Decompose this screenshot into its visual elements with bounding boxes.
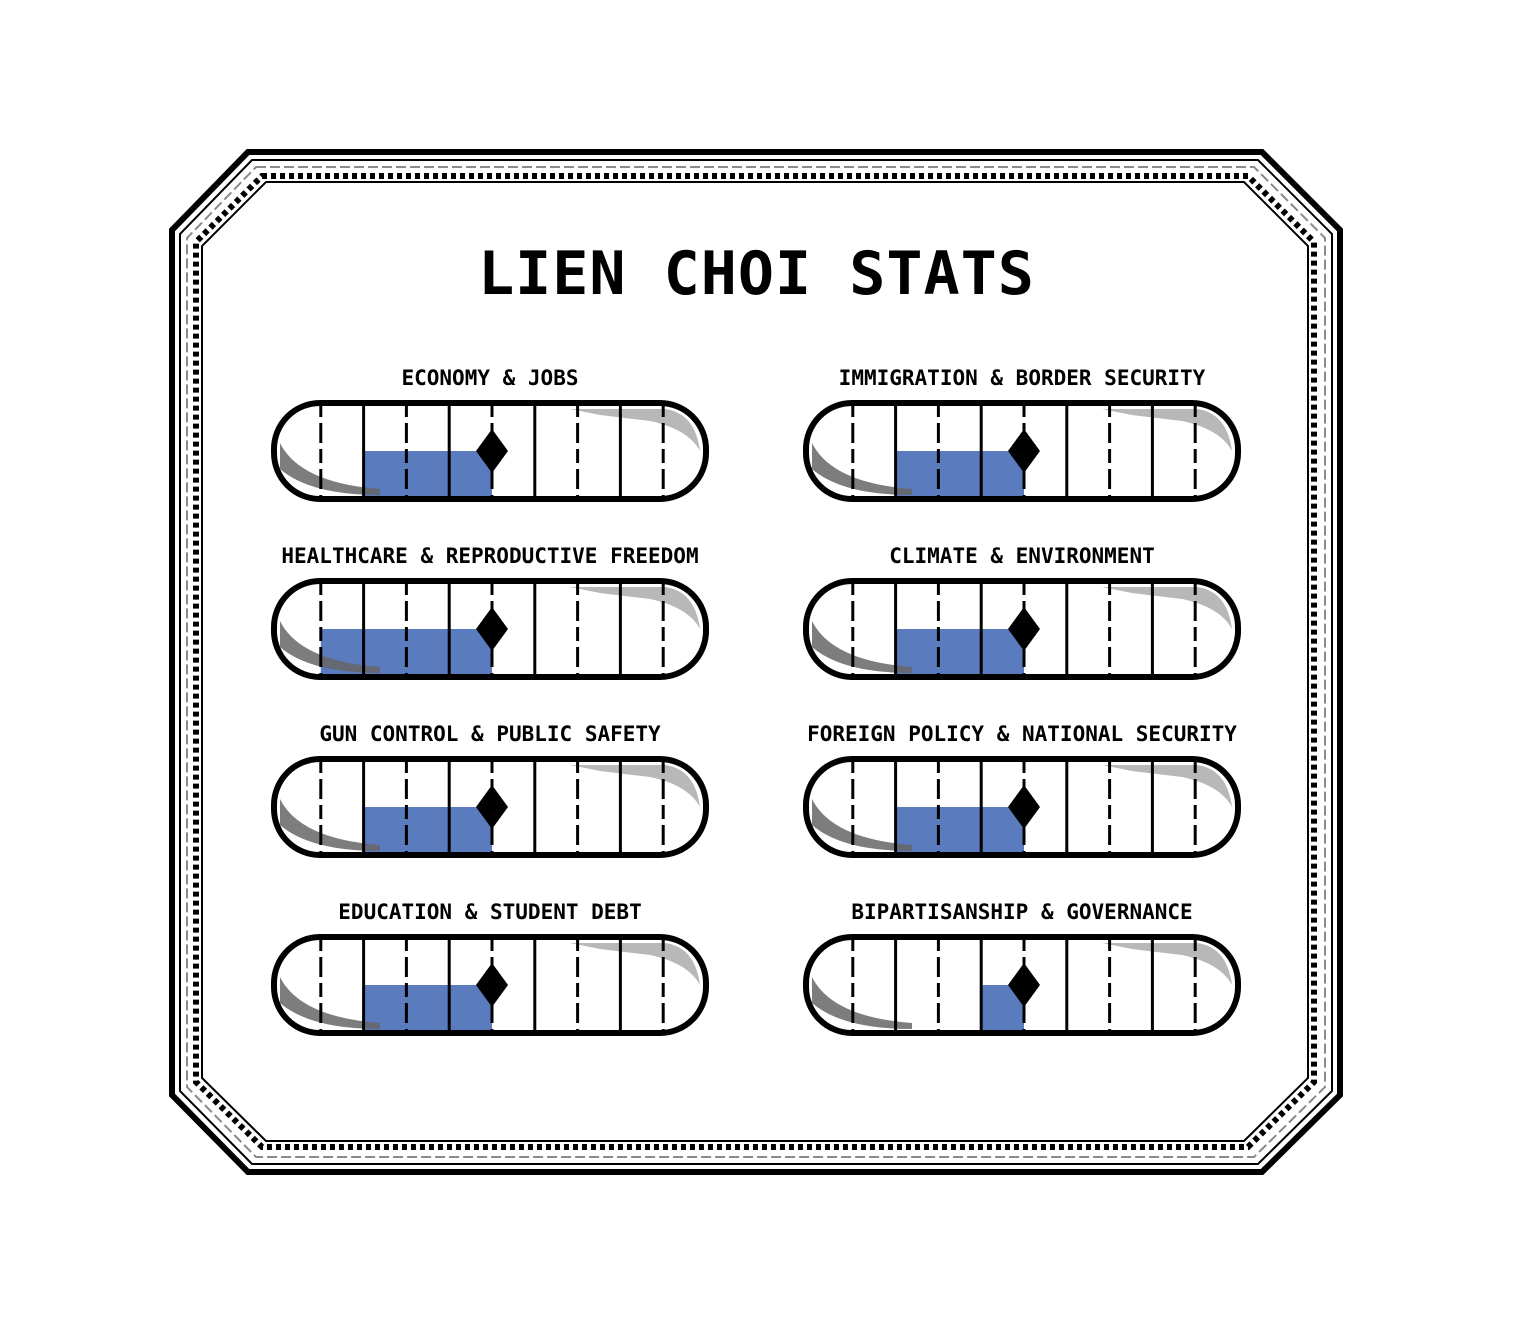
gauge-shadow-dark xyxy=(812,977,912,1029)
stat-fill-bar xyxy=(363,451,492,499)
gauge-outline xyxy=(271,934,709,1036)
stat-fill-bar xyxy=(895,451,1024,499)
stat-gauge-economy-and-jobs xyxy=(270,399,710,503)
diamond-marker-icon xyxy=(476,785,508,829)
gauge-outline xyxy=(803,400,1241,502)
stat-label-gun-control-and-public-safety: GUN CONTROL & PUBLIC SAFETY xyxy=(319,722,661,746)
gauge-shadow-light xyxy=(570,587,700,629)
gauge-shadow-light xyxy=(570,409,700,451)
diamond-marker-icon xyxy=(476,963,508,1007)
stat-fill-bar xyxy=(895,629,1024,677)
gauge-shadow-dark xyxy=(280,443,380,495)
gauge-outline xyxy=(271,756,709,858)
gauge-shadow-dark xyxy=(812,443,912,495)
gauge-outline xyxy=(271,400,709,502)
stat-gauge-climate-and-environment xyxy=(802,577,1242,681)
diamond-marker-icon xyxy=(476,429,508,473)
gauge-shadow-dark xyxy=(280,621,380,673)
gauge-outline xyxy=(803,578,1241,680)
stat-label-healthcare-and-reproductive-freedom: HEALTHCARE & REPRODUCTIVE FREEDOM xyxy=(281,544,699,568)
gauge-shadow-light xyxy=(570,765,700,807)
stat-fill-bar xyxy=(895,807,1024,855)
stat-fill-bar xyxy=(363,807,492,855)
gauge-shadow-light xyxy=(1102,409,1232,451)
stat-gauge-foreign-policy-and-national-security xyxy=(802,755,1242,859)
gauge-shadow-light xyxy=(570,943,700,985)
gauge-outline xyxy=(271,578,709,680)
page-title: LIEN CHOI STATS xyxy=(478,239,1035,309)
stat-label-climate-and-environment: CLIMATE & ENVIRONMENT xyxy=(889,544,1155,568)
gauge-outline xyxy=(803,756,1241,858)
stat-fill-bar xyxy=(363,985,492,1033)
diamond-marker-icon xyxy=(476,607,508,651)
gauge-shadow-dark xyxy=(812,621,912,673)
stat-label-immigration-and-border-security: IMMIGRATION & BORDER SECURITY xyxy=(838,366,1206,390)
gauge-shadow-dark xyxy=(280,977,380,1029)
gauge-shadow-light xyxy=(1102,943,1232,985)
gauge-shadow-light xyxy=(1102,765,1232,807)
gauge-shadow-dark xyxy=(280,799,380,851)
diamond-marker-icon xyxy=(1008,785,1040,829)
diamond-marker-icon xyxy=(1008,429,1040,473)
stat-gauge-education-and-student-debt xyxy=(270,933,710,1037)
stat-gauge-immigration-and-border-security xyxy=(802,399,1242,503)
stat-label-bipartisanship-and-governance: BIPARTISANSHIP & GOVERNANCE xyxy=(851,900,1193,924)
stat-gauge-healthcare-and-reproductive-freedom xyxy=(270,577,710,681)
stat-label-education-and-student-debt: EDUCATION & STUDENT DEBT xyxy=(338,900,642,924)
gauge-shadow-dark xyxy=(812,799,912,851)
stat-label-foreign-policy-and-national-security: FOREIGN POLICY & NATIONAL SECURITY xyxy=(807,722,1237,746)
stat-label-economy-and-jobs: ECONOMY & JOBS xyxy=(401,366,579,390)
stat-gauge-bipartisanship-and-governance xyxy=(802,933,1242,1037)
diamond-marker-icon xyxy=(1008,607,1040,651)
gauge-outline xyxy=(803,934,1241,1036)
gauge-shadow-light xyxy=(1102,587,1232,629)
stat-gauge-gun-control-and-public-safety xyxy=(270,755,710,859)
diamond-marker-icon xyxy=(1008,963,1040,1007)
